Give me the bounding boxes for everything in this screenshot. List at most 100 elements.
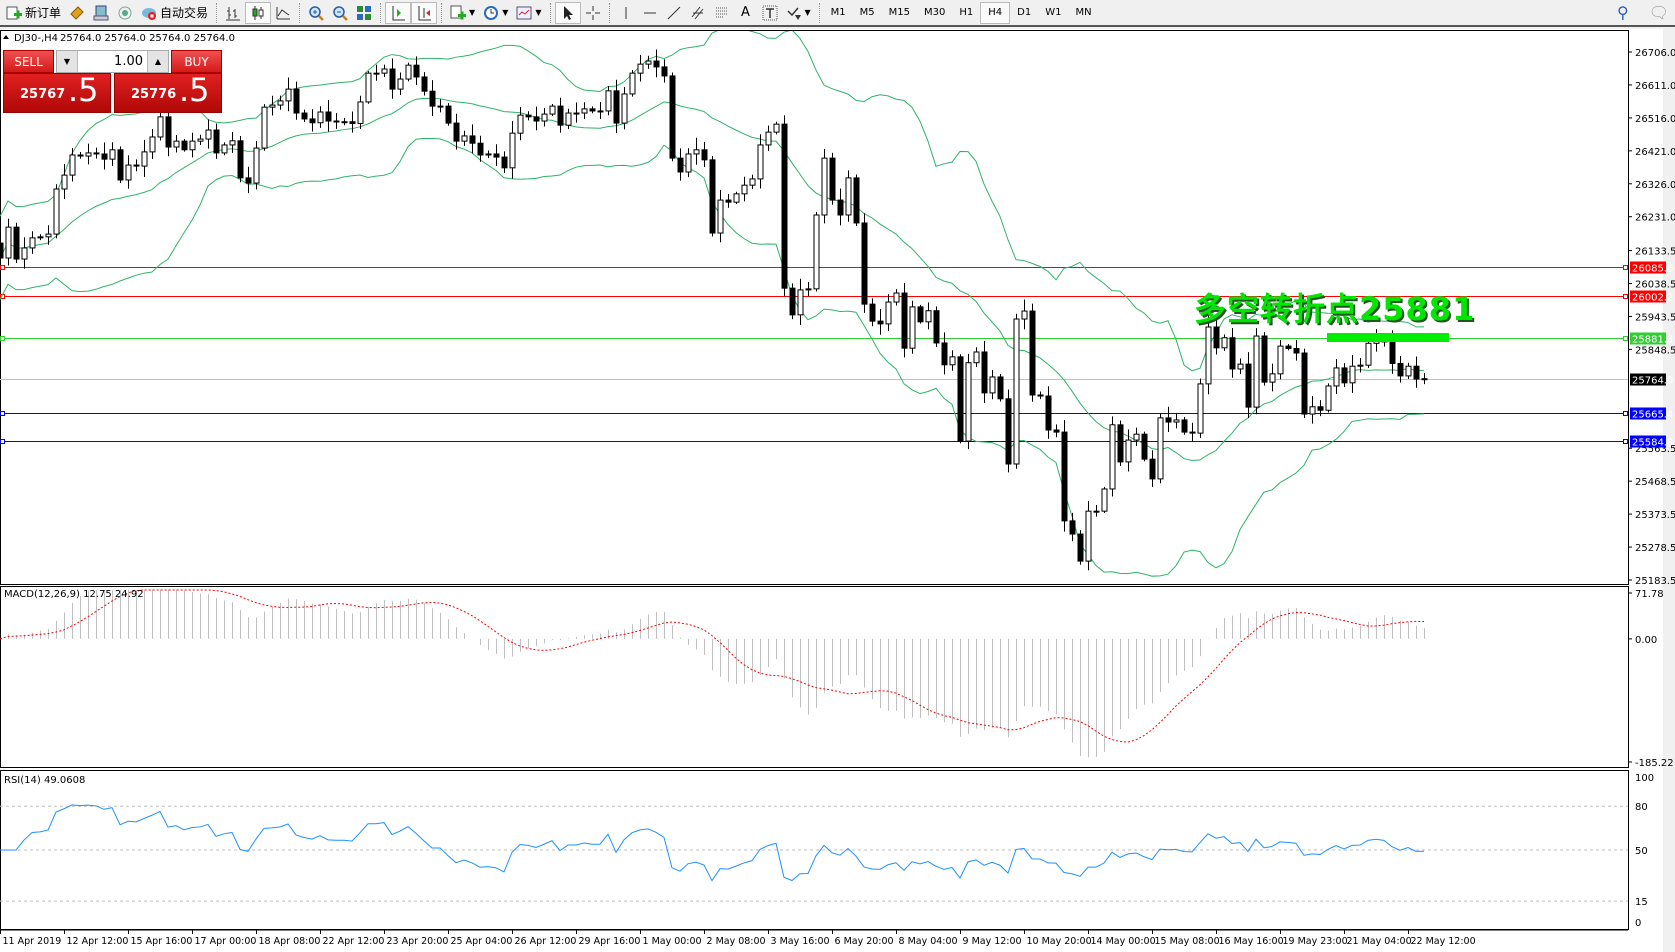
bear-candle [589,108,596,112]
crosshair-button[interactable] [581,2,605,24]
bear-candle [1061,431,1068,522]
timeframe-m30[interactable]: M30 [924,7,946,18]
bull-candle [1405,365,1412,377]
lot-decrease-button[interactable]: ▼ [57,51,77,72]
line-handle[interactable] [0,411,5,416]
bull-candle [29,237,36,249]
bull-candle [813,214,820,290]
bull-candle [221,144,228,154]
timeframe-m15[interactable]: M15 [888,7,911,18]
cursor-button[interactable] [554,1,581,24]
collapse-triangle-icon[interactable] [3,35,9,39]
signals-button[interactable] [113,2,137,24]
navigator-icon [93,5,109,21]
line-handle[interactable] [1623,411,1628,416]
sell-button[interactable]: SELL [3,50,54,73]
bull-candle [85,152,92,157]
trendline-button[interactable] [662,2,686,24]
indicators-button[interactable]: ▼ [446,2,479,24]
text-label-button[interactable] [758,2,782,24]
zoom-in-button[interactable] [304,2,328,24]
vertical-line-button[interactable] [614,2,638,24]
bar-chart-button[interactable] [221,2,245,24]
auto-trading-button[interactable]: 自动交易 [137,2,212,24]
chart-shift-button[interactable] [385,1,412,24]
new-order-button[interactable]: 新订单 [2,2,65,24]
buy-button[interactable]: BUY [171,50,222,73]
line-handle[interactable] [1623,439,1628,444]
bear-candle [981,351,988,394]
bull-candle [821,157,828,216]
bull-candle [549,105,556,115]
timeframe-h1[interactable]: H1 [959,7,974,18]
equidistant-channel-button[interactable] [686,2,710,24]
bull-candle [949,356,956,366]
bull-candle [5,226,12,259]
bull-candle [109,149,116,160]
chart-shift-icon [390,5,406,21]
pivot-annotation-text: 多空转折点25881 [1194,290,1476,328]
candlestick-button[interactable] [245,1,272,24]
timeframe-bar: M1 M5 M15 M30 H1 H4 D1 W1 MN [824,1,1099,24]
lot-increase-button[interactable]: ▲ [148,51,168,72]
rsi-tick-label: 50 [1635,846,1648,857]
time-tick-label: 11 Apr 2019 [3,936,62,947]
text-button[interactable]: A [734,2,758,24]
line-handle[interactable] [0,265,5,270]
fibonacci-button[interactable] [710,2,734,24]
bear-candle [429,90,436,107]
lot-size-stepper[interactable]: ▼ 1.00 ▲ [56,50,169,73]
timeframe-m5[interactable]: M5 [859,7,875,18]
bear-candle [653,60,660,68]
line-chart-icon [275,5,291,21]
sell-price-button[interactable]: 25767 .5 [3,73,111,113]
price-tick-label: 25468.5 [1635,477,1675,488]
timeframe-w1[interactable]: W1 [1045,7,1062,18]
lot-size-input[interactable]: 1.00 [77,51,148,72]
horizontal-line-button[interactable] [638,2,662,24]
bear-candle [413,64,420,78]
market-watch-icon [69,5,85,21]
time-tick-label: 15 Apr 16:00 [131,936,193,947]
bear-candle [133,164,140,167]
bull-candle [1085,510,1092,562]
buy-price-button[interactable]: 25776 .5 [114,73,222,113]
bull-candle [1157,417,1164,480]
zoom-in-icon [308,5,324,21]
line-handle[interactable] [0,336,5,341]
chart-window[interactable]: 26706.0 26611.0 26516.0 26421.0 26326.0 26231… [0,29,1675,952]
line-handle[interactable] [1623,336,1628,341]
price-tick-label: 26231.0 [1635,213,1675,224]
autoscroll-button[interactable] [411,1,438,24]
templates-button[interactable]: ▼ [512,2,545,24]
search-icon[interactable]: ⚲ [1616,3,1629,22]
timeframe-m1[interactable]: M1 [830,7,846,18]
bear-candle [1029,310,1036,396]
bear-candle [1117,424,1124,463]
navigator-button[interactable] [89,2,113,24]
arrows-button[interactable]: ▼ [782,2,815,24]
bear-candle [1213,326,1220,349]
tile-windows-button[interactable] [352,2,376,24]
bull-candle [1109,424,1116,490]
market-watch-button[interactable] [65,2,89,24]
timeframe-h4[interactable]: H4 [980,1,1011,24]
bear-candle [725,199,732,203]
zoom-out-button[interactable] [328,2,352,24]
time-tick-label: 23 Apr 20:00 [387,936,449,947]
bear-candle [1245,363,1252,408]
bear-candle [1181,419,1188,433]
chart-canvas[interactable]: 26706.0 26611.0 26516.0 26421.0 26326.0 26231… [0,29,1675,952]
line-handle[interactable] [0,439,5,444]
bear-candle [933,310,940,344]
periods-button[interactable]: ▼ [479,2,512,24]
line-chart-button[interactable] [271,2,295,24]
time-tick-label: 22 May 12:00 [1411,936,1476,947]
bull-candle [45,233,52,238]
chat-icon[interactable]: 🗨 [1648,3,1669,22]
timeframe-mn[interactable]: MN [1075,7,1092,18]
timeframe-d1[interactable]: D1 [1017,7,1032,18]
indicators-icon [450,5,467,21]
line-handle[interactable] [1623,294,1628,299]
line-handle[interactable] [1623,265,1628,270]
